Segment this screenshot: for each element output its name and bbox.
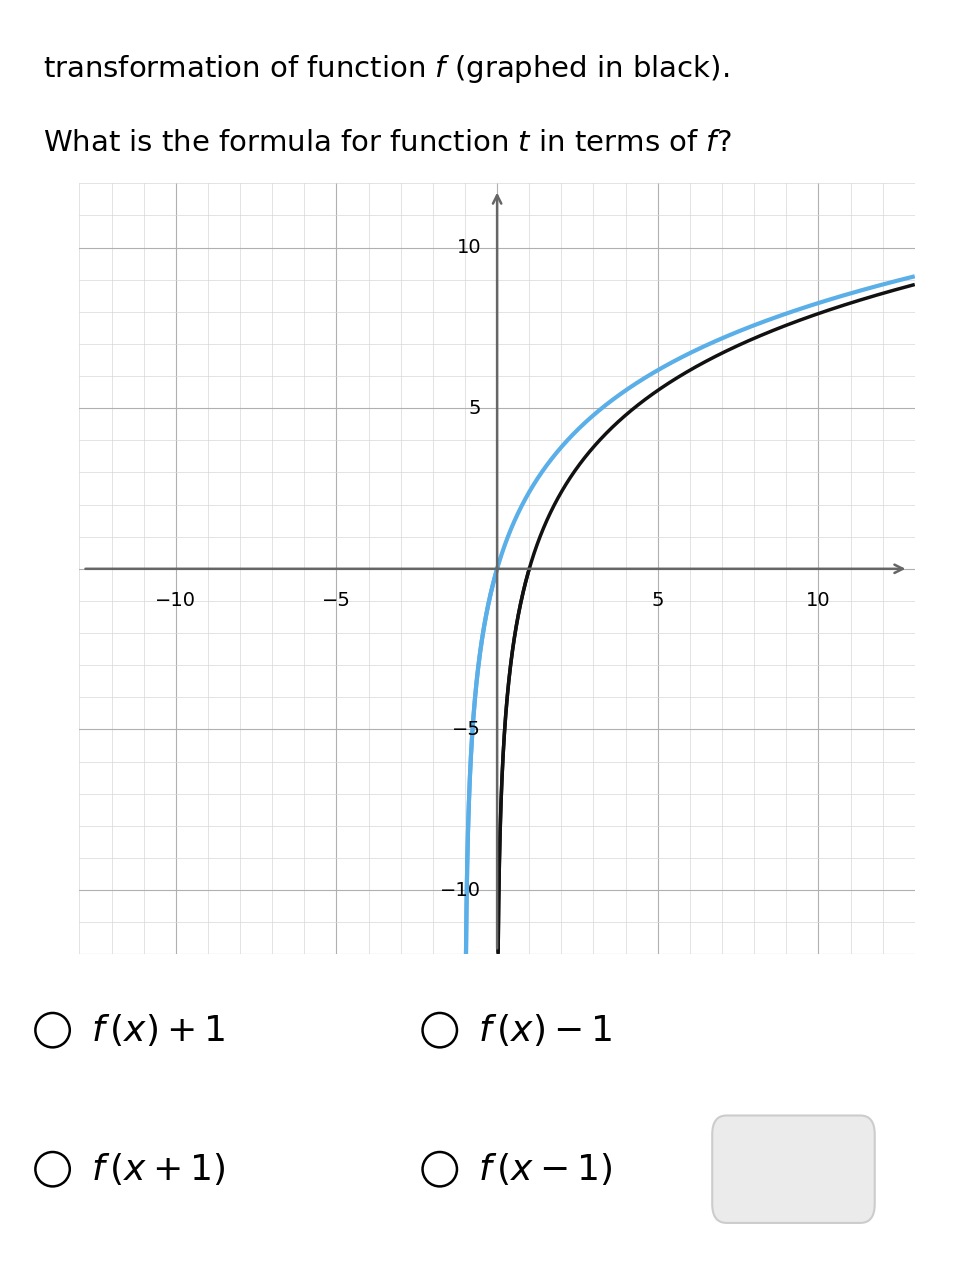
Text: −5: −5 (452, 720, 481, 739)
Text: −5: −5 (322, 592, 351, 611)
Text: $f\,(x)-1$: $f\,(x)-1$ (478, 1012, 612, 1048)
Text: $f\,(x+1)$: $f\,(x+1)$ (91, 1152, 225, 1187)
Text: 5: 5 (468, 398, 481, 417)
Text: −10: −10 (440, 881, 481, 900)
Text: $f\,(x-1)$: $f\,(x-1)$ (478, 1152, 612, 1187)
Text: 10: 10 (456, 238, 481, 257)
Text: Check: Check (753, 1157, 834, 1182)
Text: 5: 5 (651, 592, 664, 611)
Text: transformation of function $f$ (graphed in black).: transformation of function $f$ (graphed … (43, 53, 729, 85)
Text: 10: 10 (806, 592, 831, 611)
Text: $f\,(x)+1$: $f\,(x)+1$ (91, 1012, 225, 1048)
Text: −10: −10 (156, 592, 196, 611)
Text: What is the formula for function $t$ in terms of $f$?: What is the formula for function $t$ in … (43, 129, 731, 157)
